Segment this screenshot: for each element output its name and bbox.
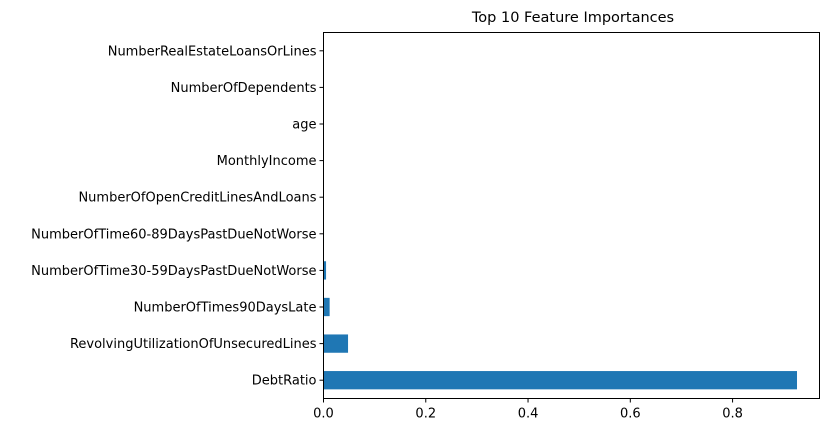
- y-tick-label: age: [292, 118, 316, 133]
- y-tick-label: NumberRealEstateLoansOrLines: [108, 44, 317, 59]
- y-tick-label: DebtRatio: [252, 374, 317, 389]
- bar-numberoftime30-59dayspastduenotworse: [323, 261, 327, 280]
- y-tick-label: MonthlyIncome: [217, 154, 317, 169]
- bars-group: [323, 41, 798, 390]
- bar-numberoftimes90dayslate: [323, 297, 330, 317]
- x-tick-label: 0.6: [620, 407, 641, 422]
- y-tick-label: NumberOfDependents: [171, 81, 317, 96]
- y-tick-label: NumberOfTime30-59DaysPastDueNotWorse: [31, 264, 316, 279]
- x-tick-label: 0.2: [415, 407, 436, 422]
- x-tick-label: 0.0: [313, 407, 334, 422]
- y-tick-label: NumberOfOpenCreditLinesAndLoans: [78, 191, 316, 206]
- y-axis-ticks: DebtRatio RevolvingUtilizationOfUnsecured…: [31, 44, 324, 389]
- y-tick-label: NumberOfTime60-89DaysPastDueNotWorse: [31, 227, 316, 242]
- chart-title: Top 10 Feature Importances: [471, 10, 674, 26]
- bar-debtratio: [323, 371, 798, 390]
- y-tick-label: RevolvingUtilizationOfUnsecuredLines: [70, 337, 317, 352]
- plot-frame: [323, 32, 820, 399]
- x-tick-label: 0.8: [722, 407, 743, 422]
- x-tick-label: 0.4: [518, 407, 539, 422]
- y-tick-label: NumberOfTimes90DaysLate: [134, 301, 317, 316]
- x-axis-ticks: 0.0 0.2 0.4 0.6 0.8: [313, 398, 743, 422]
- bar-revolvingutilizationofunsecuredlines: [323, 334, 349, 353]
